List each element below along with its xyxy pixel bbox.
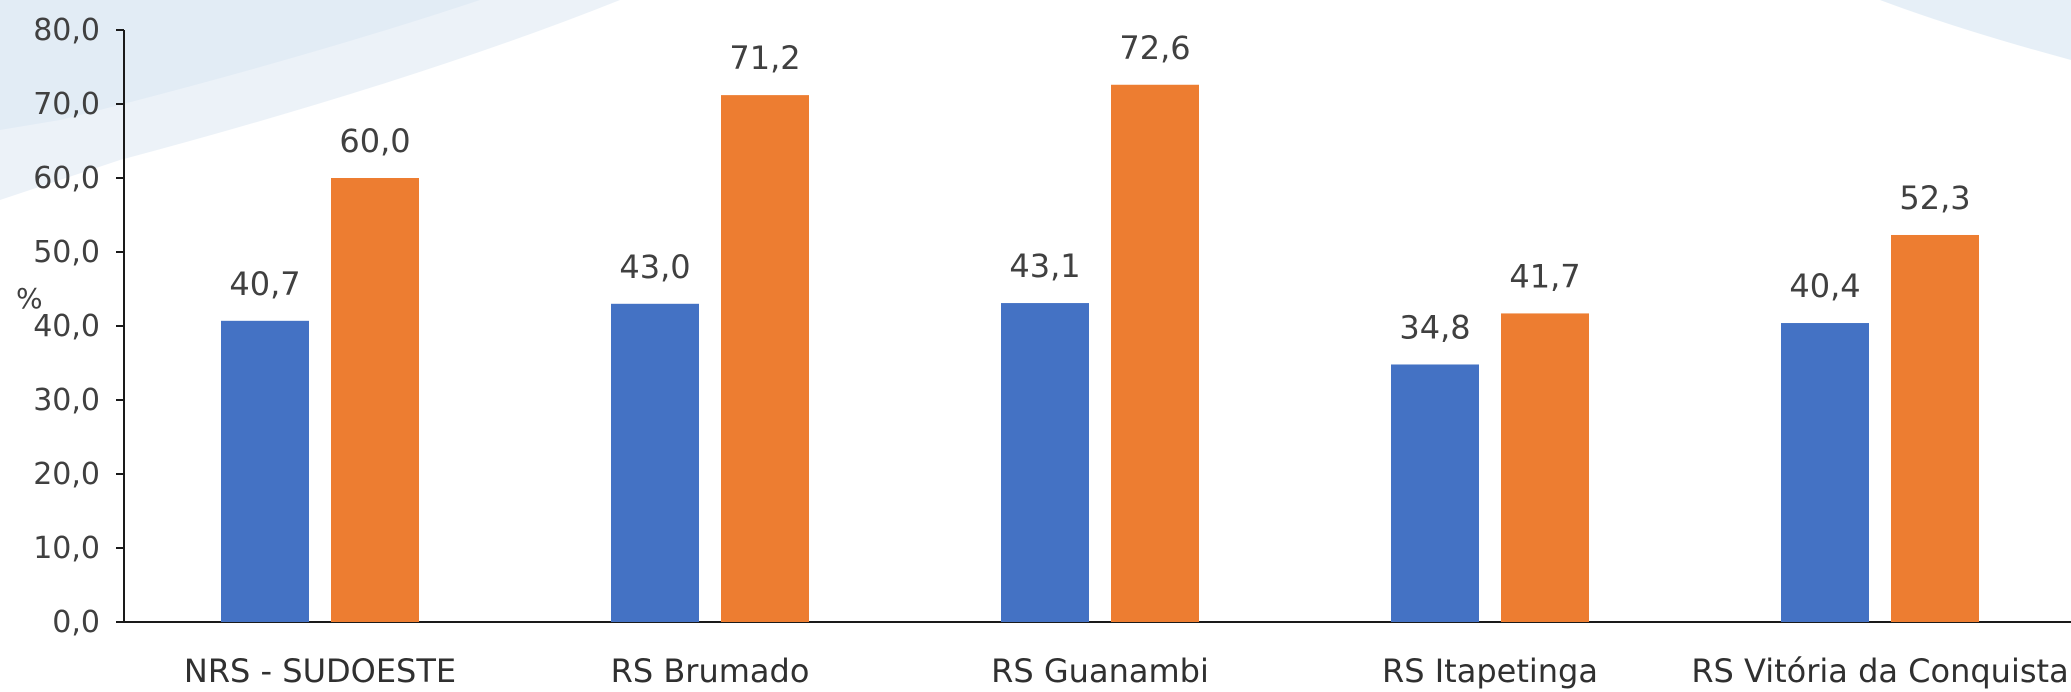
category-label: NRS - SUDOESTE	[184, 652, 456, 690]
data-label-2-3: 72,6	[1119, 29, 1190, 67]
y-tick-label: 80,0	[33, 13, 100, 48]
bar-1-4	[1391, 364, 1479, 622]
bar-2-2	[721, 95, 809, 622]
data-label-1-5: 40,4	[1789, 267, 1860, 305]
y-tick-label: 0,0	[52, 605, 100, 640]
data-label-2-2: 71,2	[729, 39, 800, 77]
bar-2-5	[1891, 235, 1979, 622]
y-tick-label: 20,0	[33, 457, 100, 492]
data-label-2-5: 52,3	[1899, 179, 1970, 217]
bar-2-4	[1501, 313, 1589, 622]
bar-2-1	[331, 178, 419, 622]
data-label-1-4: 34,8	[1399, 308, 1470, 346]
bar-1-1	[221, 321, 309, 622]
background-swoosh-right	[1880, 0, 2071, 60]
data-label-1-2: 43,0	[619, 248, 690, 286]
category-label: RS Brumado	[611, 652, 810, 690]
data-label-1-3: 43,1	[1009, 247, 1080, 285]
y-tick-label: 50,0	[33, 235, 100, 270]
category-label: RS Guanambi	[991, 652, 1209, 690]
data-labels: 40,7 60,0 43,0 71,2 43,1 72,6 34,8 41,7 40,4 52,3	[229, 29, 1970, 347]
y-tick-label: 30,0	[33, 383, 100, 418]
bar-1-2	[611, 304, 699, 622]
background-decoration	[0, 0, 2071, 200]
y-tick-label: 70,0	[33, 87, 100, 122]
data-label-1-1: 40,7	[229, 265, 300, 303]
category-label: RS Itapetinga	[1382, 652, 1598, 690]
bar-1-5	[1781, 323, 1869, 622]
y-axis-unit-label: %	[16, 282, 43, 315]
y-tick-label: 60,0	[33, 161, 100, 196]
bar-1-3	[1001, 303, 1089, 622]
category-label: RS Vitória da Conquista	[1691, 652, 2068, 690]
bars	[221, 85, 1979, 622]
y-tick-label: 40,0	[33, 309, 100, 344]
bar-2-3	[1111, 85, 1199, 622]
category-labels: NRS - SUDOESTE RS Brumado RS Guanambi RS It…	[184, 652, 2069, 690]
y-tick-label: 10,0	[33, 531, 100, 566]
data-label-2-4: 41,7	[1509, 257, 1580, 295]
data-label-2-1: 60,0	[339, 122, 410, 160]
